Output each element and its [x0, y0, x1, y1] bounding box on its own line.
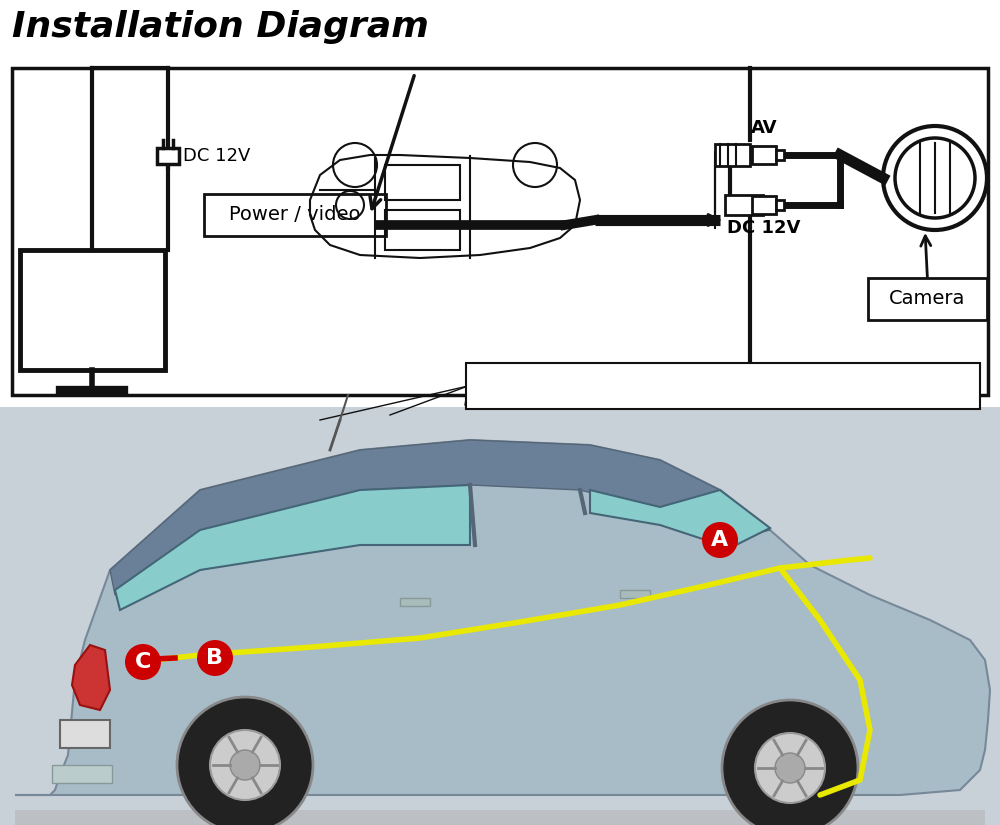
Bar — [157, 148, 179, 164]
Text: AV: AV — [751, 119, 777, 137]
Bar — [400, 598, 430, 606]
Text: DC 12V: DC 12V — [727, 219, 801, 237]
Circle shape — [197, 640, 233, 676]
Polygon shape — [590, 490, 770, 548]
Polygon shape — [110, 440, 770, 595]
Text: B: B — [207, 648, 224, 668]
Bar — [620, 590, 650, 598]
Polygon shape — [72, 645, 110, 710]
Text: Power / video: Power / video — [229, 205, 361, 224]
FancyBboxPatch shape — [466, 363, 980, 409]
Text: A: A — [711, 530, 729, 550]
Circle shape — [775, 753, 805, 783]
FancyBboxPatch shape — [868, 278, 987, 320]
Circle shape — [177, 697, 313, 825]
Text: Camera: Camera — [889, 290, 966, 309]
Circle shape — [210, 730, 280, 800]
FancyBboxPatch shape — [204, 194, 386, 236]
Bar — [752, 146, 776, 164]
Bar — [715, 144, 750, 166]
Bar — [0, 407, 1000, 825]
Bar — [8, 60, 992, 400]
Bar — [763, 200, 770, 210]
Bar — [752, 196, 776, 214]
Bar — [12, 68, 988, 395]
Bar — [776, 150, 784, 160]
Text: C: C — [135, 652, 151, 672]
Polygon shape — [15, 440, 990, 795]
Circle shape — [702, 522, 738, 558]
Text: DC 12V: DC 12V — [183, 147, 250, 165]
Circle shape — [230, 750, 260, 780]
Bar — [776, 200, 784, 210]
Circle shape — [755, 733, 825, 803]
Bar — [60, 720, 110, 748]
Polygon shape — [15, 810, 985, 825]
Circle shape — [722, 700, 858, 825]
Bar — [20, 250, 165, 370]
Circle shape — [125, 644, 161, 680]
Text: Red and black back lights 12V Line: Red and black back lights 12V Line — [552, 376, 894, 395]
Bar — [52, 765, 112, 783]
Text: Installation Diagram: Installation Diagram — [12, 10, 429, 44]
Bar — [725, 195, 763, 215]
Polygon shape — [115, 485, 470, 610]
